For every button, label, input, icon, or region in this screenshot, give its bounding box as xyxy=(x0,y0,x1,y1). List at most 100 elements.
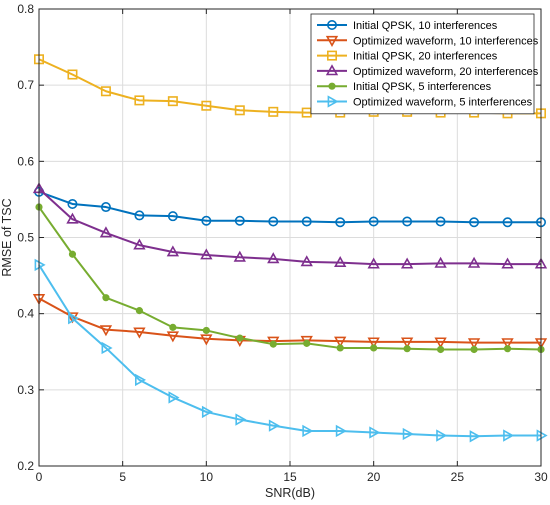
data-point xyxy=(400,337,414,349)
data-point xyxy=(200,248,213,260)
x-tick-label: 25 xyxy=(451,470,465,484)
y-tick-label: 0.5 xyxy=(17,231,34,245)
legend-entry: Initial QPSK, 10 interferences xyxy=(317,19,498,32)
data-point xyxy=(67,69,78,80)
legend-entry: Optimized waveform, 20 interferences xyxy=(317,64,539,78)
data-point xyxy=(234,105,245,116)
data-point xyxy=(301,216,312,227)
series-5 xyxy=(35,203,545,354)
data-point xyxy=(167,96,178,107)
data-point xyxy=(268,106,279,117)
x-tick-label: 20 xyxy=(367,470,381,484)
data-point xyxy=(435,216,446,227)
data-point xyxy=(402,216,413,227)
data-point xyxy=(328,82,336,90)
data-point xyxy=(235,413,247,426)
legend-entry: Initial QPSK, 20 interferences xyxy=(317,51,498,63)
series-line xyxy=(38,188,541,266)
data-point xyxy=(400,257,414,269)
data-point xyxy=(303,339,311,347)
series-line xyxy=(38,264,541,438)
data-point xyxy=(101,341,113,355)
data-point xyxy=(502,217,513,228)
legend-label: Optimized waveform, 10 interferences xyxy=(353,35,539,47)
data-point xyxy=(267,252,280,264)
legend-label: Initial QPSK, 5 interferences xyxy=(353,81,492,93)
data-point xyxy=(133,238,146,250)
y-axis-label: RMSE of TSC xyxy=(0,198,14,276)
series-line xyxy=(38,190,541,224)
data-point xyxy=(434,256,447,268)
data-point xyxy=(336,344,344,352)
data-point xyxy=(501,338,514,350)
data-point xyxy=(326,19,337,30)
legend-entry: Optimized waveform, 10 interferences xyxy=(317,35,539,47)
data-point xyxy=(236,334,244,342)
data-point xyxy=(268,419,280,432)
data-point xyxy=(334,336,347,348)
series-line xyxy=(38,206,542,351)
data-point xyxy=(68,250,77,258)
x-tick-label: 30 xyxy=(534,470,548,484)
x-tick-label: 15 xyxy=(283,470,297,484)
x-tick-label: 5 xyxy=(119,470,126,484)
y-tick-label: 0.3 xyxy=(17,383,34,397)
data-point xyxy=(469,217,480,228)
data-point xyxy=(436,429,448,442)
data-point xyxy=(200,334,213,346)
data-point xyxy=(325,64,339,76)
data-point xyxy=(269,340,277,348)
legend: Initial QPSK, 10 interferences Optimized … xyxy=(310,13,539,115)
data-point xyxy=(300,255,313,267)
data-point xyxy=(233,250,246,262)
data-point xyxy=(335,424,347,438)
data-point xyxy=(370,344,378,352)
data-point xyxy=(469,430,481,443)
data-point xyxy=(134,210,145,221)
data-point xyxy=(503,429,515,442)
legend-label: Initial QPSK, 10 interferences xyxy=(353,20,498,32)
data-point xyxy=(167,211,178,222)
x-axis: 0 5 10 15 20 25 30 xyxy=(36,9,548,484)
data-point xyxy=(467,338,481,350)
data-point xyxy=(327,95,339,108)
data-point xyxy=(201,405,213,419)
y-tick-label: 0.7 xyxy=(17,78,34,92)
y-tick-label: 0.8 xyxy=(17,2,34,16)
data-point xyxy=(434,337,447,349)
legend-entry: Initial QPSK, 5 interferences xyxy=(317,81,492,93)
data-point xyxy=(135,373,147,387)
data-point xyxy=(501,257,514,269)
legend-label: Optimized waveform, 20 interferences xyxy=(353,66,539,78)
x-tick-label: 10 xyxy=(200,470,214,484)
y-tick-label: 0.4 xyxy=(17,307,34,321)
data-point xyxy=(99,226,113,238)
data-point xyxy=(168,391,180,404)
data-point xyxy=(102,294,110,302)
data-point xyxy=(201,100,212,111)
data-point xyxy=(68,312,80,325)
data-point xyxy=(100,86,111,97)
data-point xyxy=(135,307,143,315)
data-point xyxy=(234,215,245,226)
data-point xyxy=(467,256,481,268)
data-point xyxy=(368,216,379,227)
x-tick-label: 0 xyxy=(36,470,43,484)
data-point xyxy=(470,345,478,354)
legend-box xyxy=(310,13,535,115)
data-point xyxy=(166,245,180,257)
y-tick-label: 0.2 xyxy=(17,459,34,473)
legend-entry: Optimized waveform, 5 interferences xyxy=(317,95,533,109)
series-6 xyxy=(34,258,548,443)
data-point xyxy=(169,323,177,331)
data-point xyxy=(536,429,548,442)
data-point xyxy=(166,331,180,343)
data-point xyxy=(367,337,380,349)
data-point xyxy=(99,325,113,337)
data-point xyxy=(334,255,347,268)
data-point xyxy=(66,212,79,224)
data-point xyxy=(335,217,346,228)
series-line xyxy=(38,297,541,344)
